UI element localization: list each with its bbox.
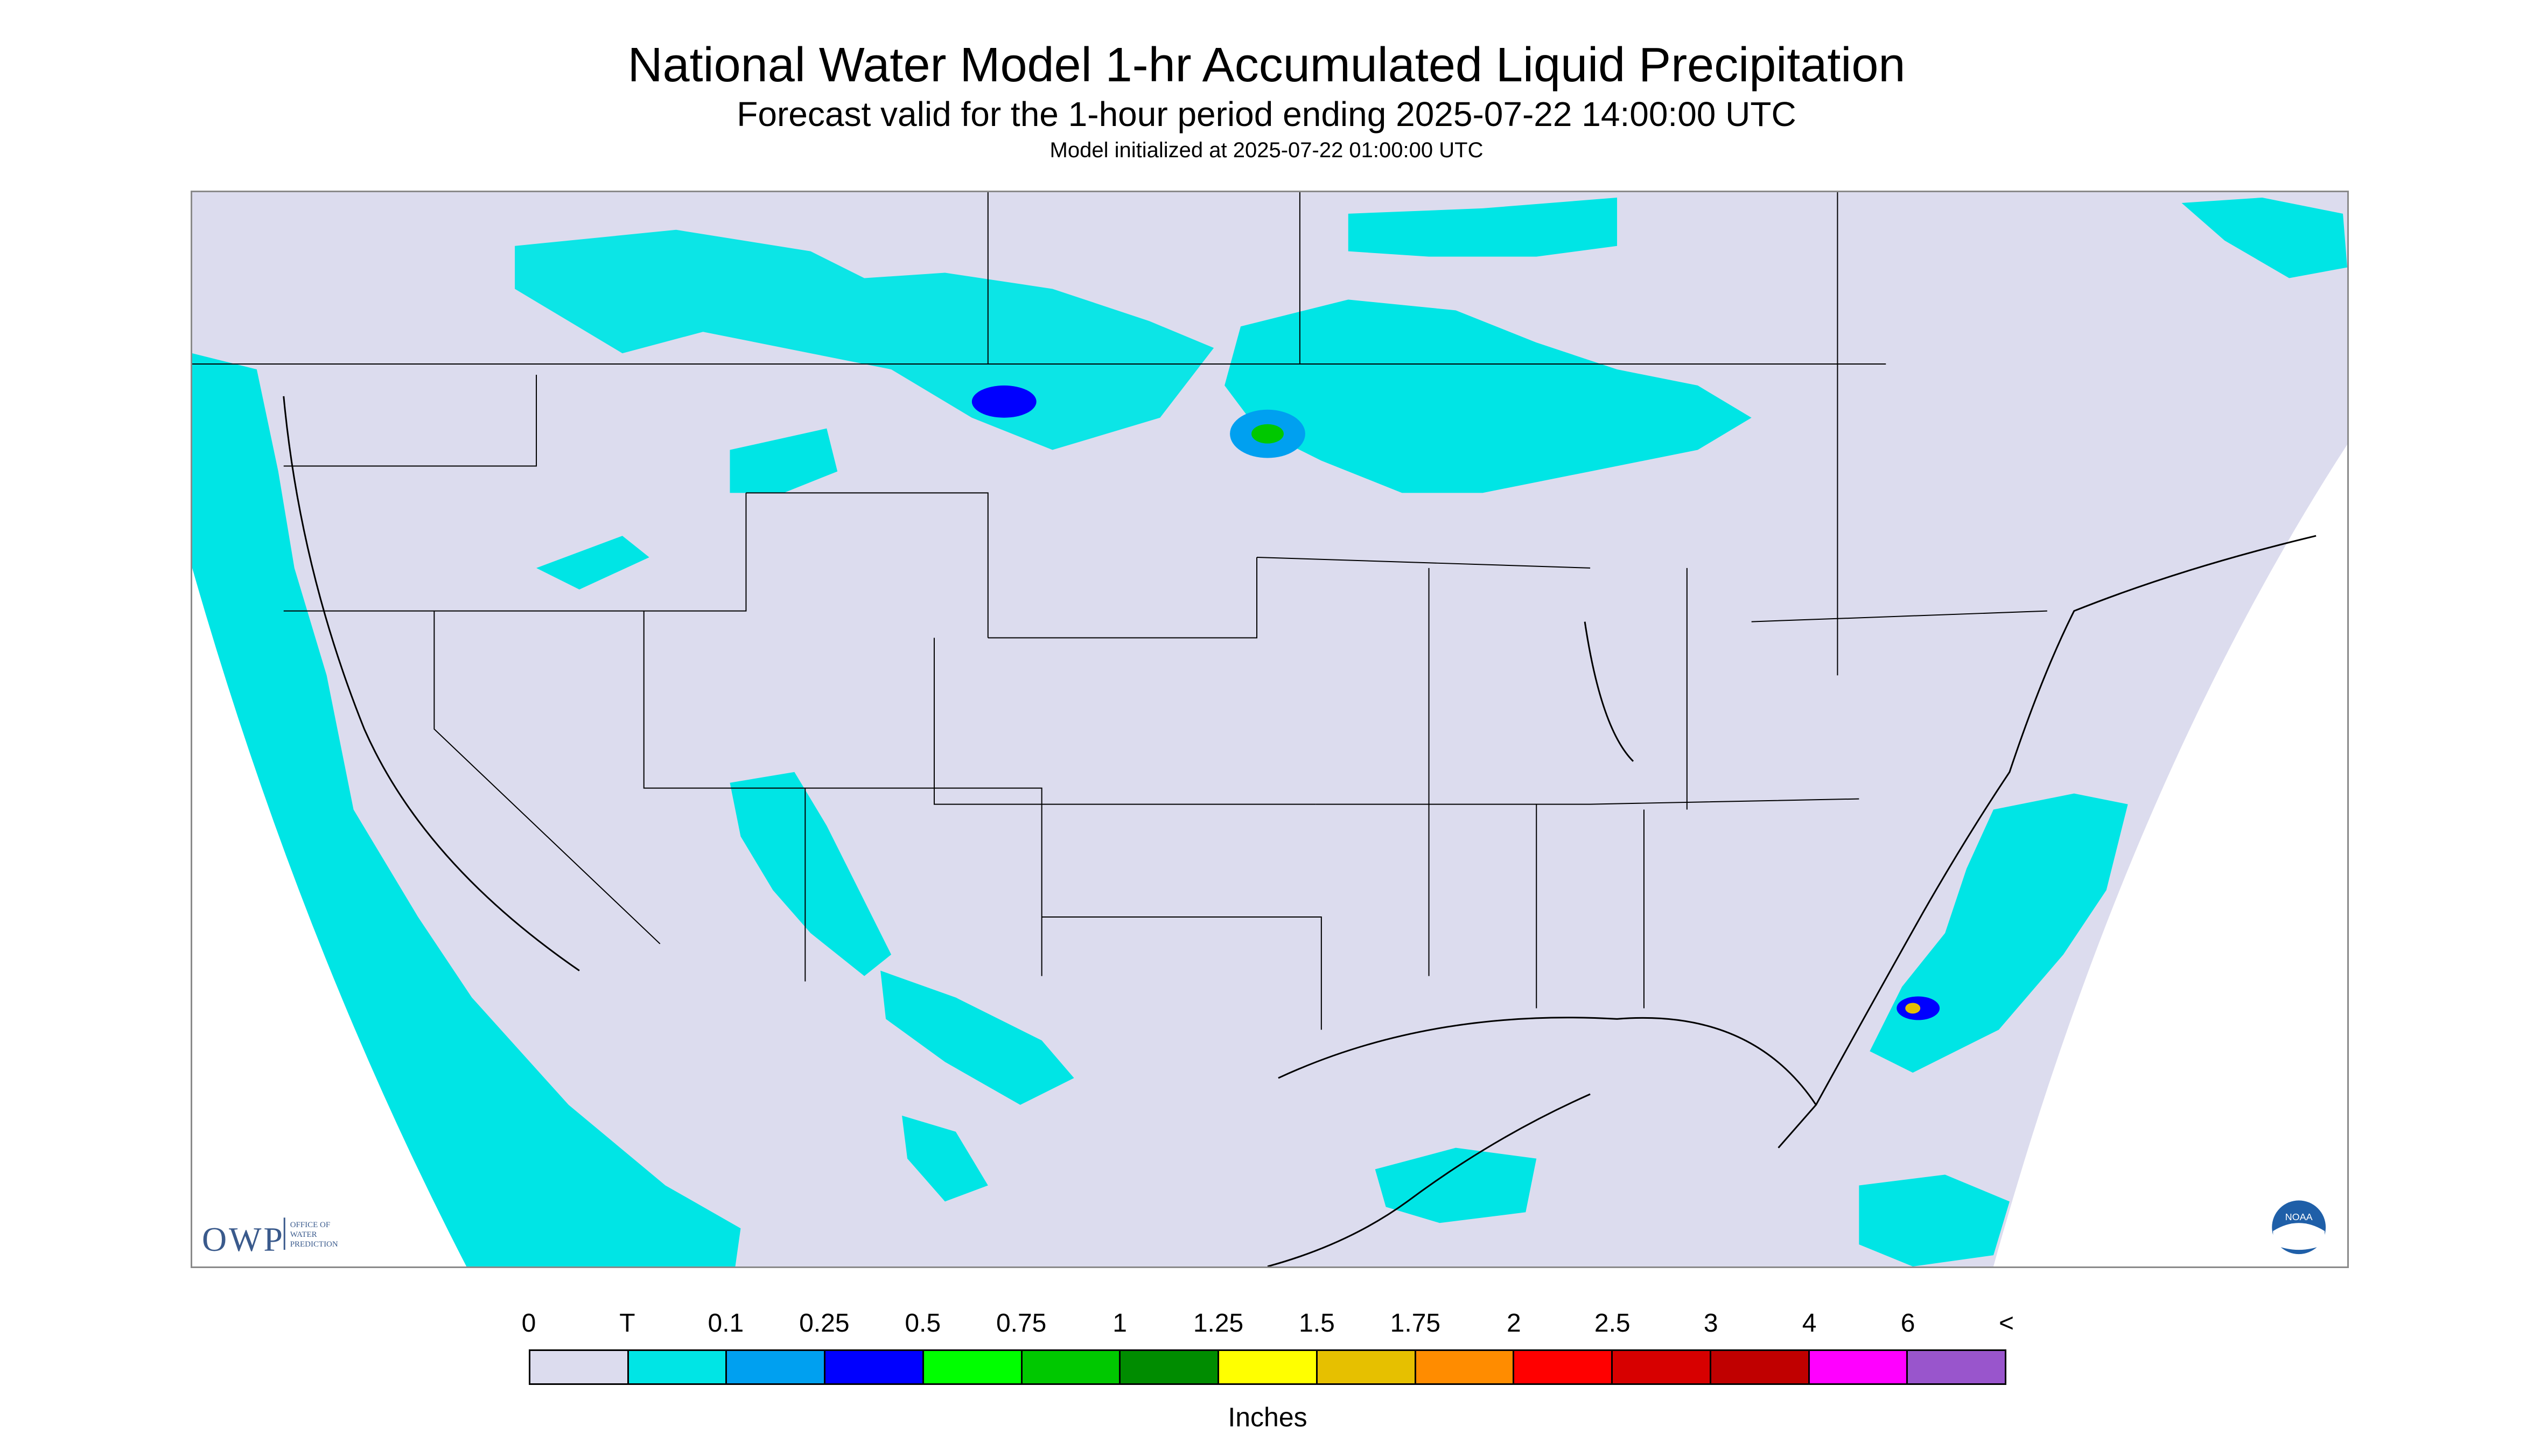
legend-swatch bbox=[727, 1351, 826, 1383]
noaa-logo-text: NOAA bbox=[2285, 1212, 2313, 1222]
quebec-precip bbox=[2181, 197, 2347, 278]
owp-text-line-1: OFFICE OF bbox=[290, 1221, 330, 1229]
owp-mark: OWP bbox=[202, 1220, 285, 1258]
legend-units: Inches bbox=[1228, 1402, 1307, 1432]
legend-swatch bbox=[1613, 1351, 1711, 1383]
legend-swatch bbox=[1514, 1351, 1613, 1383]
legend-swatch bbox=[530, 1351, 629, 1383]
legend-tick-label: 1.75 bbox=[1390, 1309, 1441, 1338]
legend-swatch bbox=[1908, 1351, 2005, 1383]
legend-tick-label: 1.25 bbox=[1193, 1309, 1244, 1338]
atlantic-core-green bbox=[1905, 1003, 1921, 1014]
minnesota-green-core bbox=[1251, 424, 1284, 444]
legend-tick-label: 0.5 bbox=[905, 1309, 941, 1338]
northern-precip-band-2 bbox=[1224, 299, 1752, 493]
legend-tick-label: T bbox=[619, 1309, 635, 1338]
legend-color-bar bbox=[529, 1349, 2006, 1385]
legend-tick-label: < bbox=[1998, 1309, 2014, 1338]
legend-swatch bbox=[628, 1351, 727, 1383]
noaa-logo-icon: NOAA bbox=[2272, 1200, 2326, 1255]
mexico-precip-2 bbox=[902, 1115, 988, 1202]
legend-swatch bbox=[1219, 1351, 1318, 1383]
model-init-text: Model initialized at 2025-07-22 01:00:00… bbox=[1049, 138, 1484, 162]
legend-tick-label: 0.75 bbox=[996, 1309, 1047, 1338]
legend-swatch bbox=[1416, 1351, 1515, 1383]
legend-tick-label: 3 bbox=[1703, 1309, 1718, 1338]
legend-swatch bbox=[825, 1351, 924, 1383]
atlantic-south-precip bbox=[1859, 1174, 2010, 1266]
idaho-precip bbox=[536, 536, 649, 590]
legend-tick-label: 2 bbox=[1506, 1309, 1521, 1338]
legend-tick-label: 4 bbox=[1802, 1309, 1817, 1338]
northeast-precip bbox=[1348, 197, 1618, 257]
gulf-precip bbox=[1375, 1147, 1537, 1223]
north-dakota-heavy-core bbox=[971, 385, 1037, 418]
legend-swatch bbox=[1022, 1351, 1121, 1383]
precipitation-map[interactable]: OWP OFFICE OF WATER PREDICTION NOAA bbox=[191, 191, 2349, 1268]
legend-swatch bbox=[923, 1351, 1023, 1383]
owp-text-line-2: WATER bbox=[290, 1230, 317, 1239]
legend-swatch bbox=[1121, 1351, 1220, 1383]
legend-tick-label: 0.25 bbox=[799, 1309, 850, 1338]
coastlines bbox=[283, 396, 2317, 1266]
political-borders bbox=[192, 192, 2047, 1030]
pacific-precip-area bbox=[192, 353, 741, 1266]
legend-swatch bbox=[1711, 1351, 1810, 1383]
owp-logo: OWP OFFICE OF WATER PREDICTION bbox=[202, 1217, 338, 1258]
mexico-precip bbox=[880, 970, 1074, 1105]
map-title: National Water Model 1-hr Accumulated Li… bbox=[627, 38, 1906, 92]
legend-tick-label: 0 bbox=[521, 1309, 536, 1338]
forecast-valid-subtitle: Forecast valid for the 1-hour period end… bbox=[737, 95, 1796, 134]
legend-tick-label: 1.5 bbox=[1299, 1309, 1335, 1338]
legend-swatch bbox=[1809, 1351, 1908, 1383]
legend-tick-label: 6 bbox=[1900, 1309, 1915, 1338]
legend-swatch bbox=[1317, 1351, 1416, 1383]
legend-tick-label: 0.1 bbox=[708, 1309, 744, 1338]
map-canvas: OWP OFFICE OF WATER PREDICTION NOAA bbox=[192, 192, 2347, 1266]
legend-tick-labels: 0 T 0.1 0.25 0.5 0.75 1 1.25 1.5 1.75 2 2.5 3 4 6 < bbox=[522, 1308, 2014, 1341]
legend-tick-label: 1 bbox=[1112, 1309, 1127, 1338]
owp-text-line-3: PREDICTION bbox=[290, 1240, 338, 1249]
dakota-precip bbox=[730, 428, 838, 493]
northern-precip-band bbox=[515, 229, 1214, 450]
legend-tick-label: 2.5 bbox=[1594, 1309, 1631, 1338]
southwest-precip bbox=[730, 772, 892, 976]
